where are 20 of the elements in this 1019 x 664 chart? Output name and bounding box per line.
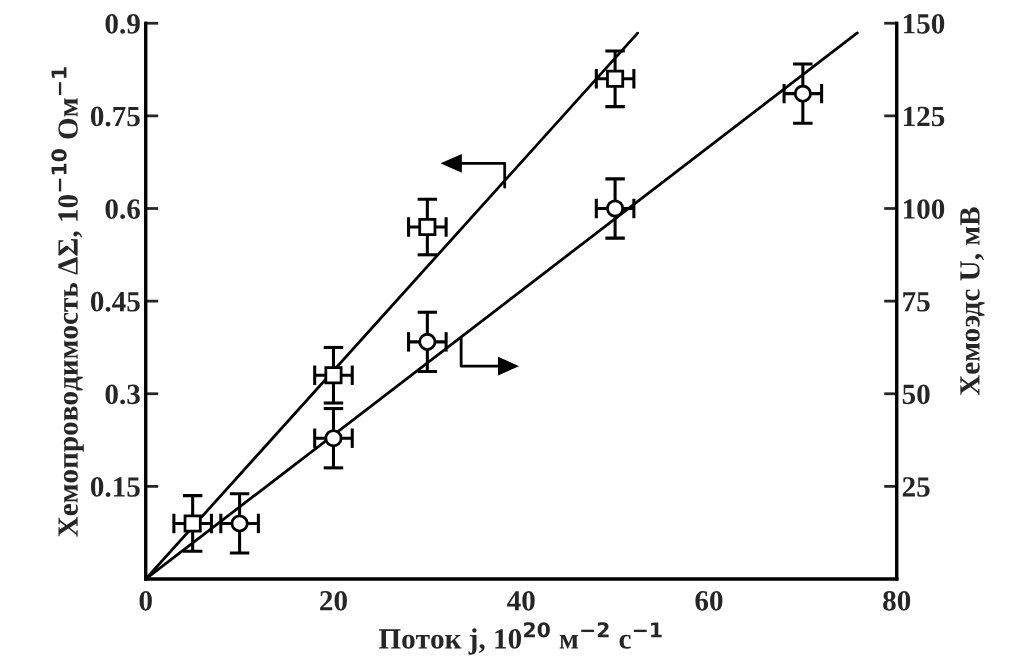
y-tick-label: 0.45 — [90, 291, 140, 312]
y2-tick-label: 100 — [903, 199, 945, 219]
y2-tick-label: 50 — [902, 384, 930, 405]
y-tick-label: 0.6 — [105, 199, 140, 220]
y2-axis-title: Хемоэдс U, мВ — [960, 207, 985, 396]
y2-tick-label: 150 — [903, 13, 945, 34]
x-tick-label: 60 — [695, 590, 723, 611]
x-tick-label: 20 — [320, 590, 347, 611]
y2-tick-label: 25 — [902, 477, 930, 497]
y-tick-label: 0.75 — [90, 106, 140, 127]
x-tick-label: 40 — [507, 590, 535, 611]
x-axis-title: Поток j, 10$^{20}$ м$^{−2}$ с$^{−1}$ — [379, 622, 662, 655]
y-tick-label: 0.15 — [90, 477, 140, 497]
y-tick-label: 0.3 — [105, 384, 140, 405]
y2-tick-label: 75 — [903, 292, 930, 312]
y2-tick-label: 125 — [903, 106, 945, 127]
x-tick-label: 80 — [883, 590, 911, 611]
y-axis-title: Хемопроводимость ΔΣ, 10$^{−10}$ Ом$^{−1}$ — [51, 67, 84, 537]
y-tick-label: 0.9 — [105, 13, 140, 34]
x-tick-label: 0 — [139, 590, 152, 611]
